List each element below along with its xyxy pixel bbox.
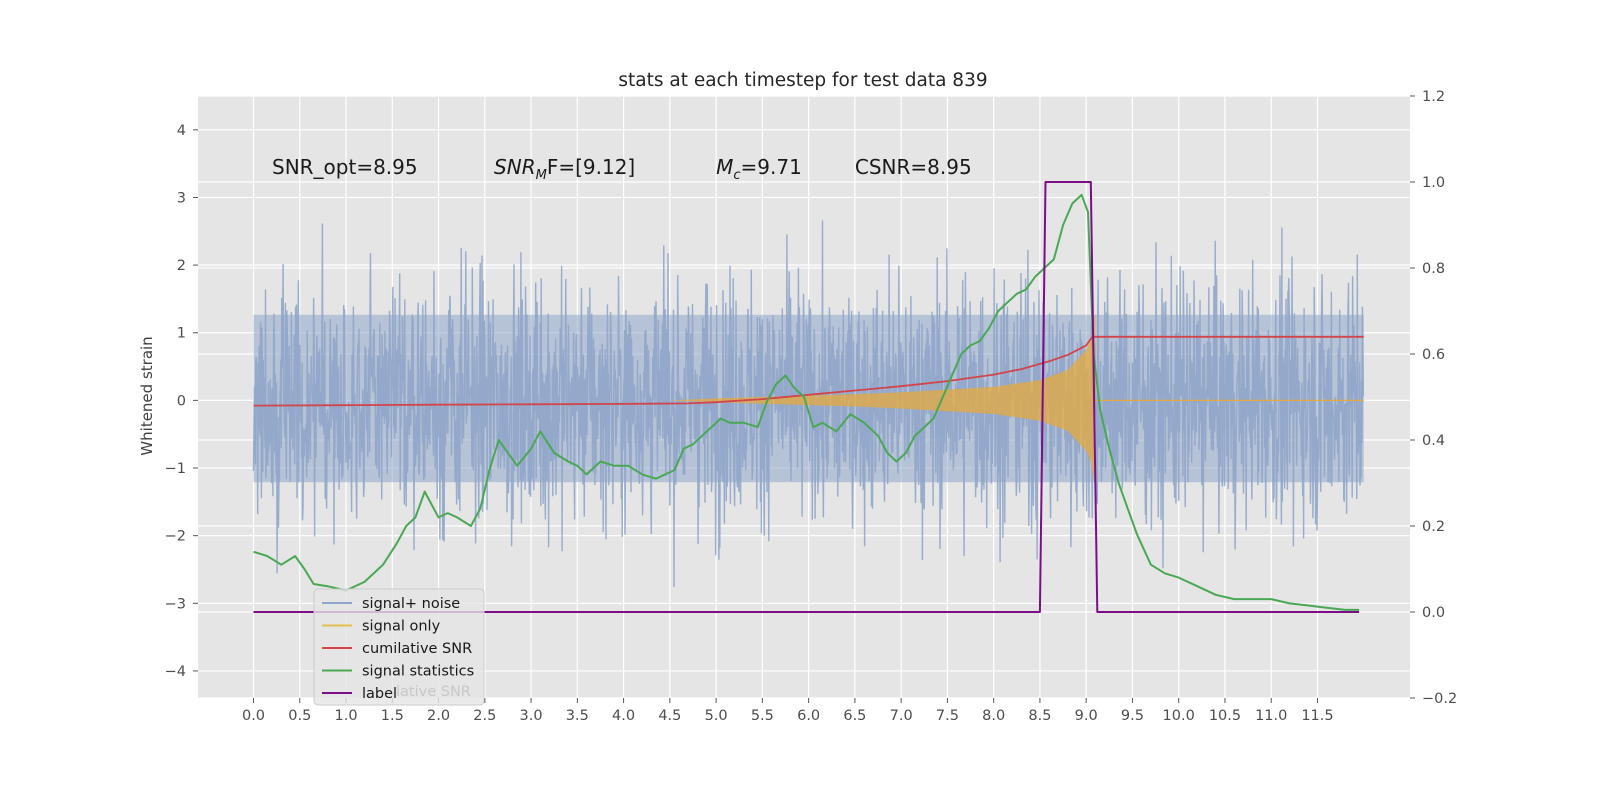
right-y-tick-label: −0.2 [1422, 691, 1457, 707]
y-tick-label: 0 [177, 393, 186, 409]
right-y-tick-label: 0.2 [1422, 519, 1445, 535]
x-tick-label: 10.0 [1163, 708, 1195, 724]
y-tick-label: 3 [177, 190, 186, 206]
y-tick-label: 1 [177, 326, 186, 342]
x-tick-label: 4.0 [612, 708, 635, 724]
x-tick-label: 5.5 [751, 708, 774, 724]
x-tick-label: 2.5 [473, 708, 496, 724]
label-series [253, 181, 1360, 613]
signal-statistics-series [253, 193, 1360, 611]
x-tick-label: 4.5 [658, 708, 681, 724]
y-axis-label: Whitened strain [138, 336, 156, 455]
left-y-axis-ticks: 4 3 2 1 0 −1 −2 −3 −4 [165, 123, 198, 680]
x-tick-label: 7.5 [936, 708, 959, 724]
annotation-2: Mc=9.71 [716, 155, 802, 183]
x-tick-label: 3.5 [566, 708, 589, 724]
legend-label: signal only [362, 619, 441, 635]
legend-ghost-text: lative SNR [396, 684, 471, 700]
annotation-1: SNRMF=[9.12] [494, 155, 635, 183]
legend: lative SNR signal+ noise signal only cumila… [313, 588, 485, 706]
x-tick-label: 1.5 [381, 708, 404, 724]
annotation-3: CSNR=8.95 [855, 155, 972, 179]
legend-box [313, 588, 485, 706]
annotations: SNR_opt=8.95 SNRMF=[9.12] Mc=9.71 CSNR=8.95 [272, 155, 972, 183]
x-tick-label: 7.0 [890, 708, 913, 724]
signal-only-fill [669, 312, 1096, 489]
y-tick-label: −3 [165, 596, 186, 612]
annotation-symbol: SNR [494, 155, 536, 179]
x-tick-label: 0.0 [242, 708, 265, 724]
x-axis-ticks: 0.0 0.5 1.0 1.5 2.0 2.5 3.0 3.5 4.0 4.5 5.0 5.5 6.0 6… [242, 698, 1334, 724]
right-y-tick-label: 1.2 [1422, 89, 1445, 105]
right-y-axis-ticks: 1.2 1.0 0.8 0.6 0.4 0.2 0.0 −0.2 [1410, 89, 1457, 707]
annotation-subscript: M [536, 168, 547, 183]
x-tick-label: 6.0 [797, 708, 820, 724]
y-tick-label: −4 [165, 664, 186, 680]
annotation-0: SNR_opt=8.95 [272, 155, 418, 179]
x-tick-label: 10.5 [1209, 708, 1241, 724]
annotation-value: =9.71 [741, 155, 802, 179]
signal-statistics-line [253, 193, 1360, 611]
legend-label: label [362, 686, 397, 702]
right-y-tick-label: 0.6 [1422, 347, 1445, 363]
x-tick-label: 11.5 [1301, 708, 1333, 724]
x-tick-label: 11.0 [1255, 708, 1287, 724]
x-tick-label: 8.0 [982, 708, 1005, 724]
x-tick-label: 2.0 [427, 708, 450, 724]
label-line [253, 181, 1360, 613]
x-tick-label: 5.0 [705, 708, 728, 724]
annotation-value: F=[9.12] [547, 155, 635, 179]
legend-label: signal statistics [362, 664, 474, 680]
x-tick-label: 1.0 [334, 708, 357, 724]
right-y-tick-label: 0.4 [1422, 433, 1445, 449]
legend-label: cumilative SNR [362, 641, 472, 657]
y-tick-label: −2 [165, 529, 186, 545]
annotation-subscript: c [733, 168, 740, 183]
cumulative-snr-line [253, 335, 1364, 407]
x-tick-label: 0.5 [288, 708, 311, 724]
right-y-tick-label: 0.8 [1422, 261, 1445, 277]
legend-label: signal+ noise [362, 596, 460, 612]
y-tick-label: −1 [165, 461, 186, 477]
x-tick-label: 8.5 [1028, 708, 1051, 724]
signal-only-series [669, 312, 1364, 489]
chart-title: stats at each timestep for test data 839 [618, 70, 987, 91]
annotation-symbol: M [716, 155, 733, 179]
x-tick-label: 3.0 [520, 708, 543, 724]
right-y-tick-label: 0.0 [1422, 605, 1445, 621]
y-tick-label: 4 [177, 123, 186, 139]
right-y-tick-label: 1.0 [1422, 175, 1445, 191]
x-tick-label: 9.0 [1075, 708, 1098, 724]
cumulative-snr-series [253, 335, 1364, 407]
x-tick-label: 6.5 [843, 708, 866, 724]
x-tick-label: 9.5 [1121, 708, 1144, 724]
y-tick-label: 2 [177, 258, 186, 274]
